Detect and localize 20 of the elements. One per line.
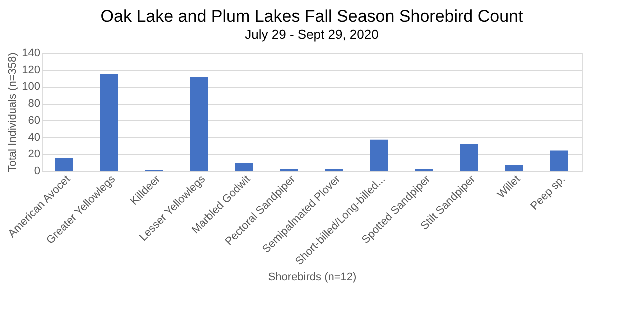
bar	[190, 77, 208, 171]
bar	[56, 158, 74, 171]
y-axis-title: Total Individuals (n=358)	[7, 52, 20, 172]
bar	[100, 74, 118, 171]
y-tick-label: 40	[28, 132, 40, 144]
bar	[550, 150, 568, 171]
y-tick-label: 100	[22, 81, 40, 94]
y-tick-label: 60	[28, 114, 40, 127]
y-tick-label: 0	[34, 166, 40, 178]
y-tick-label: 120	[22, 64, 40, 76]
bar	[506, 165, 524, 171]
y-tick-label: 20	[28, 148, 40, 161]
y-tick-label: 80	[28, 98, 40, 110]
bar	[370, 140, 388, 171]
bar	[236, 163, 254, 171]
chart-title: Oak Lake and Plum Lakes Fall Season Shorebird Count	[100, 7, 524, 26]
chart-subtitle: July 29 - Sept 29, 2020	[245, 27, 379, 42]
y-tick-label: 140	[22, 48, 40, 60]
x-axis-title: Shorebirds (n=12)	[268, 271, 357, 284]
bar	[460, 144, 478, 171]
